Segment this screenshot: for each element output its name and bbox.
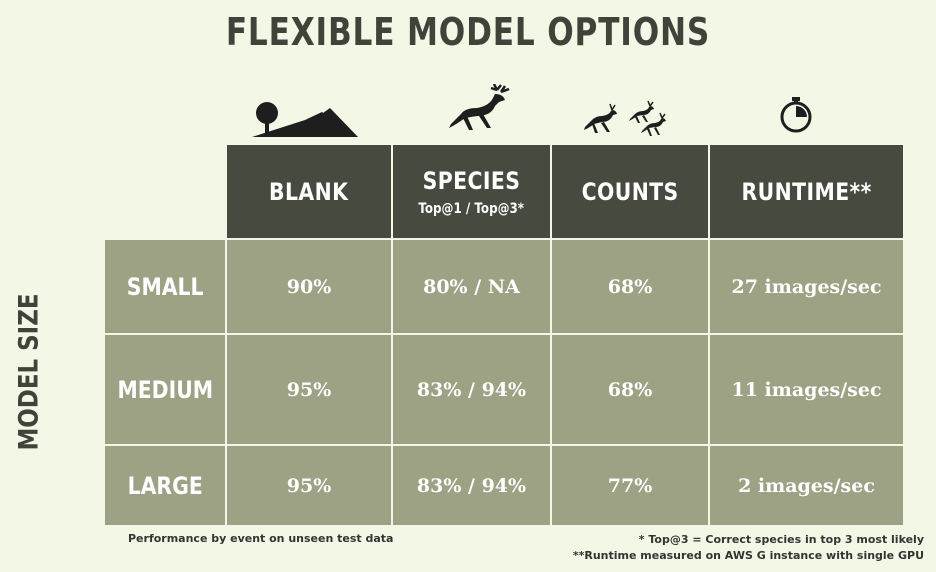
table-cell: 95%: [227, 335, 391, 444]
col-header-runtime: RUNTIME**: [710, 145, 903, 238]
stopwatch-icon: [780, 97, 812, 133]
table-cell: 90%: [227, 240, 391, 333]
row-header-medium: MEDIUM: [105, 335, 225, 444]
footnote-runtime: **Runtime measured on AWS G instance wit…: [572, 549, 924, 562]
table-cell: 68%: [552, 335, 708, 444]
table-cell: 95%: [227, 446, 391, 525]
table-cell: 11 images/sec: [710, 335, 903, 444]
row-header-small: SMALL: [105, 240, 225, 333]
col-header-species: SPECIES Top@1 / Top@3*: [393, 145, 550, 238]
table-cell: 2 images/sec: [710, 446, 903, 525]
table-cell: 68%: [552, 240, 708, 333]
table-cell: 77%: [552, 446, 708, 525]
col-subheader-species: Top@1 / Top@3*: [418, 200, 525, 217]
page-title: FLEXIBLE MODEL OPTIONS: [225, 10, 711, 54]
table-cell: 83% / 94%: [393, 446, 550, 525]
footnotes-right: * Top@3 = Correct species in top 3 most …: [573, 532, 924, 564]
tree-hill-icon: [252, 102, 358, 137]
table-cell: 83% / 94%: [393, 335, 550, 444]
footnote-top3: * Top@3 = Correct species in top 3 most …: [638, 533, 924, 546]
table-cell: 27 images/sec: [710, 240, 903, 333]
model-size-label: MODEL SIZE: [13, 293, 45, 451]
deer-herd-icon: [584, 100, 666, 136]
col-header-counts: COUNTS: [552, 145, 708, 238]
col-header-blank: BLANK: [227, 145, 391, 238]
corner-cell: [105, 145, 225, 238]
model-options-table: BLANK SPECIES Top@1 / Top@3* COUNTS RUNT…: [105, 145, 903, 525]
table-cell: 80% / NA: [393, 240, 550, 333]
footnote-performance: Performance by event on unseen test data: [128, 532, 394, 545]
row-header-large: LARGE: [105, 446, 225, 525]
deer-icon: [449, 84, 510, 130]
